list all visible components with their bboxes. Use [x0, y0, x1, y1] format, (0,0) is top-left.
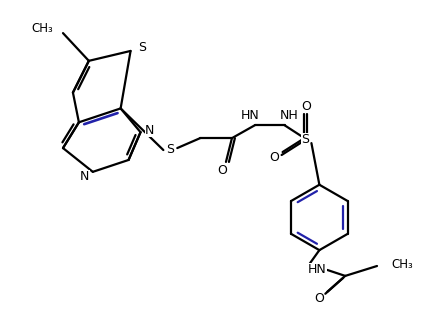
Text: HN: HN — [308, 264, 327, 277]
Text: NH: NH — [280, 109, 299, 122]
Text: S: S — [166, 143, 174, 156]
Text: HN: HN — [240, 109, 259, 122]
Text: O: O — [315, 292, 324, 305]
Text: N: N — [80, 170, 90, 183]
Text: S: S — [301, 133, 309, 146]
Text: S: S — [139, 42, 147, 55]
Text: N: N — [145, 124, 154, 137]
Text: O: O — [217, 164, 227, 177]
Text: CH₃: CH₃ — [31, 22, 53, 35]
Text: O: O — [301, 100, 312, 113]
Text: CH₃: CH₃ — [391, 258, 413, 271]
Text: O: O — [270, 152, 279, 165]
